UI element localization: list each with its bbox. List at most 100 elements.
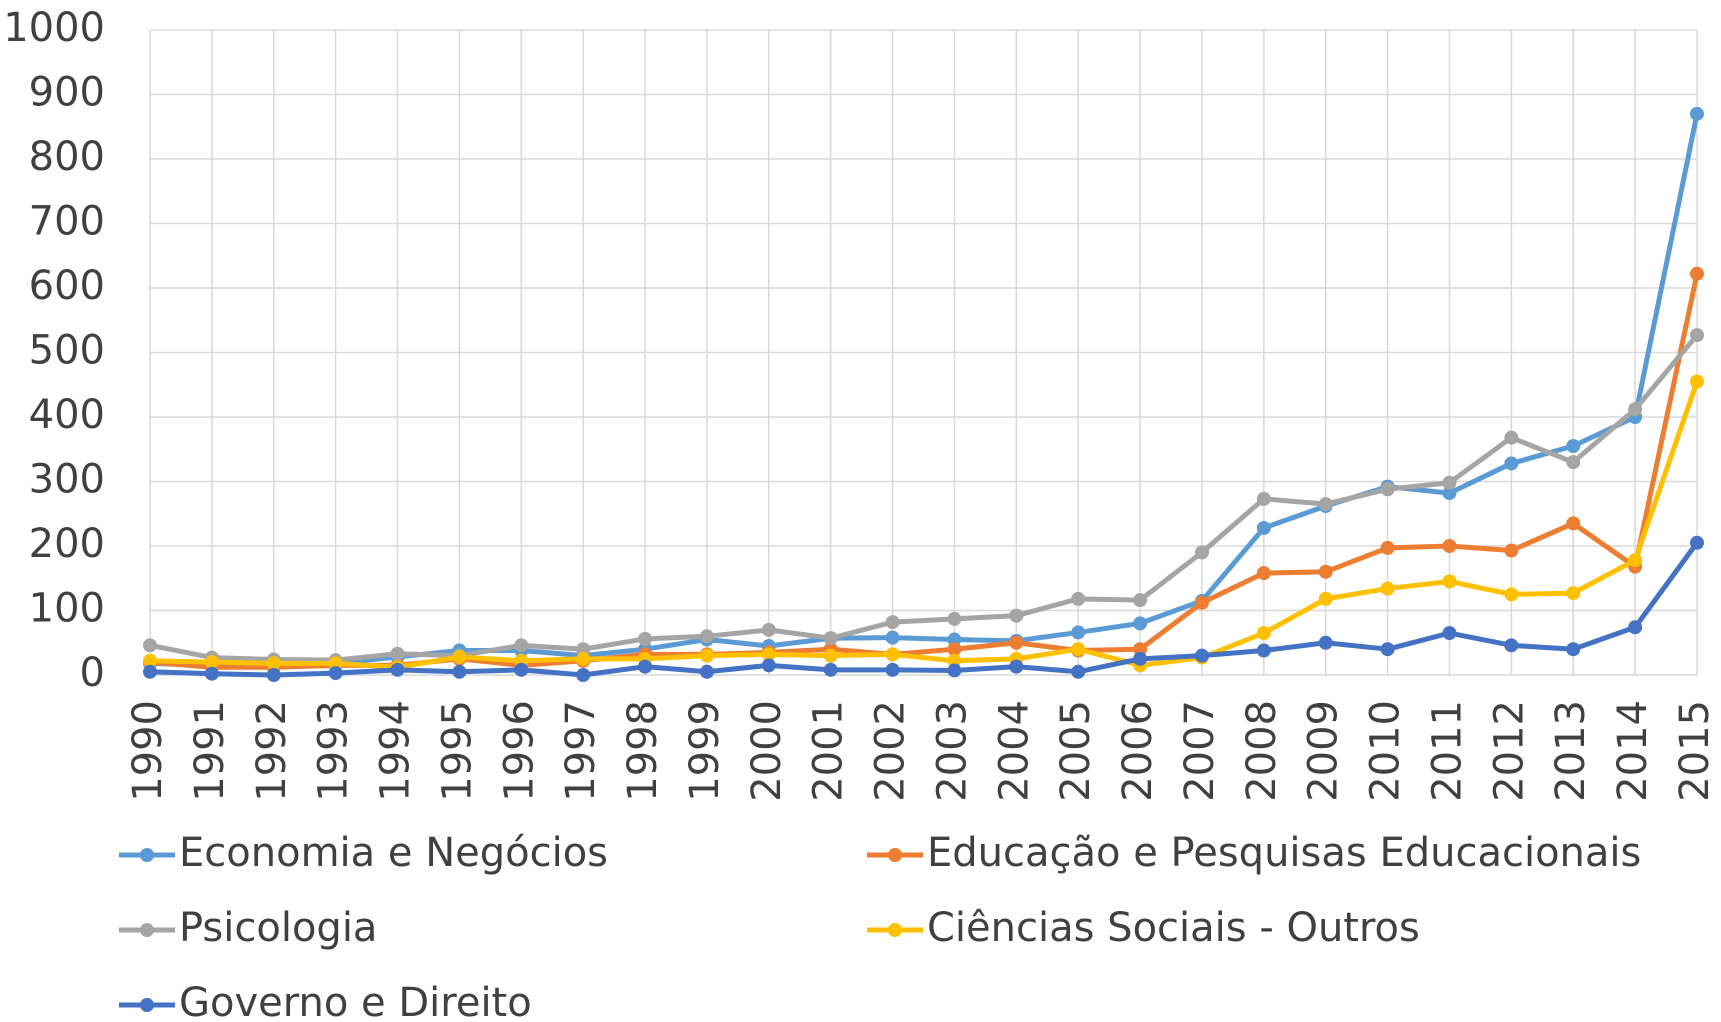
data-point: [1442, 626, 1457, 641]
data-point: [823, 648, 838, 663]
data-point: [1071, 642, 1086, 657]
x-tick-label: 1995: [434, 700, 480, 802]
data-point: [1566, 439, 1581, 454]
data-point: [1318, 635, 1333, 650]
data-point: [1690, 106, 1704, 121]
data-point: [947, 611, 962, 626]
data-point: [761, 622, 776, 637]
legend-label: Governo e Direito: [179, 980, 532, 1022]
x-tick-label: 2013: [1548, 700, 1594, 802]
data-point: [699, 664, 714, 679]
data-point: [885, 662, 900, 677]
x-tick-label: 2004: [991, 700, 1037, 802]
data-point: [576, 642, 591, 657]
data-point: [1566, 586, 1581, 601]
data-point: [1133, 593, 1148, 608]
x-tick-label: 1998: [620, 700, 666, 802]
data-point: [1380, 540, 1395, 555]
data-point: [1133, 642, 1148, 657]
data-point: [1009, 659, 1024, 674]
data-point: [1442, 486, 1457, 501]
data-point: [1380, 581, 1395, 596]
data-point: [1380, 642, 1395, 657]
y-tick-label: 900: [29, 70, 105, 116]
data-point: [1442, 539, 1457, 553]
data-point: [1504, 638, 1519, 653]
data-point: [1442, 475, 1457, 490]
data-point: [1194, 595, 1209, 610]
data-point: [1566, 516, 1581, 531]
data-point: [1628, 402, 1643, 417]
legend-marker: [140, 998, 154, 1012]
data-point: [947, 653, 962, 668]
data-point: [699, 629, 714, 644]
data-point: [204, 666, 219, 681]
x-tick-label: 2015: [1672, 700, 1718, 802]
series-line: [149, 541, 1700, 678]
data-point: [1628, 553, 1643, 568]
data-point: [1256, 643, 1271, 658]
y-tick-label: 100: [29, 586, 105, 632]
data-point: [1504, 543, 1519, 558]
data-point: [1318, 591, 1333, 606]
y-tick-label: 0: [80, 650, 105, 696]
data-point: [1009, 635, 1024, 650]
data-point: [1504, 587, 1519, 602]
data-point: [1256, 626, 1271, 641]
data-point: [1318, 564, 1333, 579]
data-point: [885, 647, 900, 662]
data-point: [1318, 497, 1333, 512]
x-tick-label: 1991: [187, 700, 233, 802]
data-point: [1628, 620, 1643, 635]
x-tick-label: 2005: [1053, 700, 1099, 802]
x-tick-label: 1990: [125, 700, 171, 802]
data-point: [638, 631, 653, 646]
data-point: [514, 662, 529, 677]
data-point: [452, 664, 467, 679]
data-point: [947, 632, 962, 647]
data-point: [576, 651, 591, 666]
data-point: [1566, 642, 1581, 657]
x-tick-label: 2014: [1610, 700, 1656, 802]
data-point: [1071, 664, 1086, 679]
data-point: [266, 656, 281, 671]
data-point: [823, 631, 838, 646]
y-tick-label: 800: [29, 134, 105, 180]
x-tick-label: 1997: [558, 700, 604, 802]
x-tick-label: 2006: [1115, 700, 1161, 802]
data-point: [1133, 651, 1148, 666]
data-point: [1194, 545, 1209, 560]
data-point: [1380, 482, 1395, 497]
y-tick-label: 600: [29, 263, 105, 309]
x-tick-label: 2011: [1424, 700, 1470, 802]
data-point: [1133, 616, 1148, 631]
legend-label: Psicologia: [179, 905, 377, 951]
series-line: [149, 380, 1700, 670]
data-point: [885, 615, 900, 630]
legend-marker: [888, 923, 902, 937]
data-point: [761, 658, 776, 673]
y-tick-label: 200: [29, 521, 105, 567]
data-point: [1009, 608, 1024, 623]
data-point: [638, 659, 653, 674]
legend-marker: [140, 923, 154, 937]
y-tick-label: 400: [29, 392, 105, 438]
data-point: [1690, 328, 1704, 343]
data-point: [1504, 430, 1519, 445]
data-point: [266, 668, 281, 682]
data-point: [1442, 574, 1457, 589]
data-point: [576, 668, 591, 682]
y-tick-label: 1000: [3, 5, 105, 51]
data-point: [1194, 648, 1209, 663]
data-point: [823, 662, 838, 677]
x-tick-label: 2000: [744, 700, 790, 802]
y-tick-label: 300: [29, 457, 105, 503]
data-point: [761, 647, 776, 662]
data-point: [947, 642, 962, 657]
data-point: [143, 664, 157, 679]
data-point: [1071, 591, 1086, 606]
data-point: [1690, 266, 1704, 281]
data-point: [143, 638, 157, 653]
x-tick-label: 1999: [682, 700, 728, 802]
